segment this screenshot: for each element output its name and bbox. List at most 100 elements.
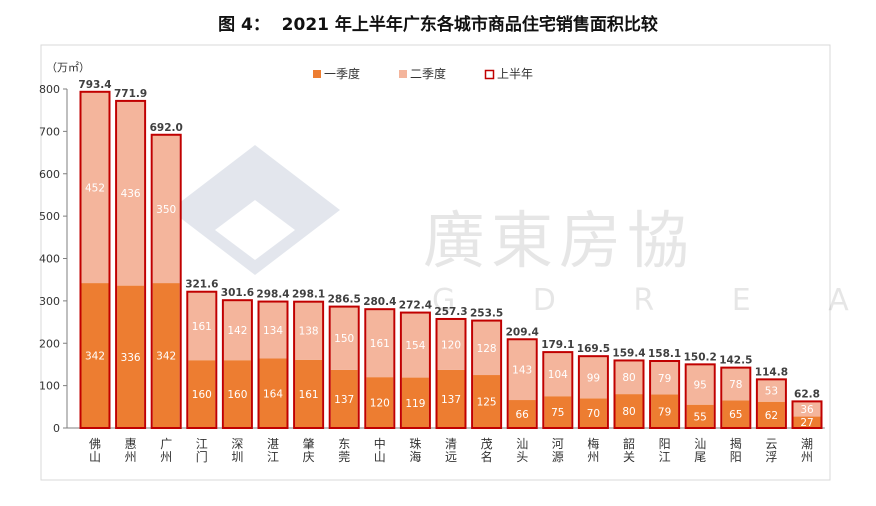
data-label-h1: 272.4 [399, 300, 432, 312]
bar-h1-outline [186, 290, 218, 429]
data-label-h1: 114.8 [755, 366, 788, 378]
data-label-q2: 436 [121, 188, 141, 200]
x-tick-label: 江 [659, 450, 671, 464]
legend-swatch-h1 [484, 69, 495, 80]
x-tick-label: 庆 [303, 450, 315, 464]
x-tick-label: 中 [374, 436, 386, 451]
x-tick-label: 山 [89, 450, 101, 464]
x-tick-label: 圳 [231, 450, 243, 464]
x-tick-label: 阳 [730, 450, 742, 464]
data-label-h1: 257.3 [434, 306, 467, 318]
bar-q1 [579, 398, 607, 428]
bar-h1-outline [684, 363, 716, 430]
data-label-h1: 280.4 [363, 296, 396, 308]
data-label-q2: 143 [512, 365, 532, 377]
bar-q2 [615, 360, 643, 395]
bar-q1 [295, 359, 323, 428]
legend-swatch-q2 [399, 70, 407, 78]
x-tick-label: 江 [267, 450, 279, 464]
legend-label-q2: 二季度 [410, 66, 446, 81]
data-label-q1: 161 [299, 389, 319, 401]
bar-h1-outline [115, 99, 147, 429]
legend-label-q1: 一季度 [324, 66, 360, 81]
bar-q2 [722, 367, 750, 401]
bar-h1-outline [257, 300, 289, 430]
x-tick-label: 广 [160, 437, 172, 451]
bar-h1-outline [791, 400, 823, 429]
x-tick-label: 东 [338, 437, 350, 451]
y-tick-label: 200 [39, 337, 60, 350]
y-tick-label: 100 [39, 380, 60, 393]
data-label-q2: 350 [156, 204, 176, 216]
data-label-q2: 128 [477, 343, 497, 355]
data-label-q2: 161 [192, 321, 212, 333]
bar-q1 [223, 360, 251, 428]
x-tick-label: 山 [374, 450, 386, 464]
x-tick-label: 源 [552, 450, 564, 464]
watermark-text-cn: 廣東房協 [423, 204, 695, 277]
bar-q2 [579, 356, 607, 399]
y-tick-label: 600 [39, 168, 60, 181]
data-label-h1: 692.0 [150, 122, 183, 134]
x-tick-label: 韶 [623, 436, 635, 451]
data-label-q2: 120 [441, 340, 461, 352]
x-tick-label: 头 [516, 450, 528, 464]
data-label-h1: 298.4 [256, 289, 289, 301]
data-label-h1: 142.5 [719, 355, 752, 367]
data-label-q2: 53 [765, 385, 778, 397]
bar-q1 [366, 377, 394, 428]
data-label-q1: 119 [405, 398, 425, 410]
legend-swatch-q1 [313, 70, 321, 78]
bar-q2 [330, 306, 358, 370]
y-tick-label: 800 [39, 83, 60, 96]
data-label-q1: 79 [658, 406, 671, 418]
watermark-logo [170, 145, 340, 275]
data-label-q2: 452 [85, 182, 105, 194]
y-tick-label: 400 [39, 253, 60, 266]
data-label-q2: 104 [548, 369, 568, 381]
chart-title: 图 4： 2021 年上半年广东各城市商品住宅销售面积比较 [218, 15, 658, 35]
bar-q1 [508, 400, 536, 428]
data-label-h1: 793.4 [78, 79, 111, 91]
data-label-h1: 179.1 [541, 339, 574, 351]
bar-q2 [437, 319, 465, 370]
data-label-q1: 27 [800, 417, 813, 429]
bar-q1 [651, 394, 679, 428]
data-label-h1: 158.1 [648, 348, 681, 360]
data-label-q1: 120 [370, 398, 390, 410]
data-label-q2: 161 [370, 338, 390, 350]
x-tick-label: 茂 [481, 437, 493, 451]
data-label-h1: 62.8 [794, 388, 820, 400]
bar-h1-outline [328, 305, 360, 429]
data-label-q1: 137 [441, 394, 461, 406]
data-label-h1: 301.6 [221, 287, 254, 299]
bar-q1 [330, 369, 358, 428]
data-label-q1: 137 [334, 394, 354, 406]
bar-h1-outline [150, 133, 182, 429]
bar-q2 [686, 364, 714, 405]
x-tick-label: 浮 [765, 450, 777, 464]
bar-h1-outline [221, 299, 253, 429]
x-tick-label: 州 [801, 450, 813, 464]
bar-q2 [401, 312, 429, 378]
x-tick-label: 珠 [409, 437, 421, 451]
bar-q1 [615, 394, 643, 428]
bar-q1 [401, 377, 429, 428]
x-tick-label: 海 [409, 449, 421, 464]
bar-h1-outline [720, 366, 752, 430]
bar-q1 [437, 369, 465, 428]
bar-layer [79, 90, 823, 430]
bar-q2 [152, 134, 180, 284]
bar-q2 [188, 291, 216, 361]
data-label-q2: 154 [405, 340, 425, 352]
data-label-h1: 253.5 [470, 308, 503, 320]
x-tick-label: 清 [445, 437, 457, 451]
bar-q2 [793, 401, 821, 417]
x-tick-label: 州 [125, 450, 137, 464]
x-tick-label: 湛 [267, 437, 279, 451]
data-label-q1: 55 [694, 411, 707, 423]
watermark: 廣東房協 G D R E A [170, 145, 849, 318]
x-tick-label: 惠 [125, 437, 137, 451]
data-label-h1: 298.1 [292, 289, 325, 301]
